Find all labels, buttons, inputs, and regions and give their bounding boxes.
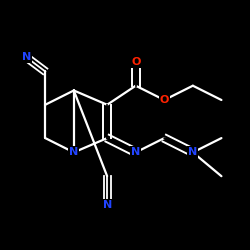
- Text: O: O: [131, 57, 140, 67]
- Text: N: N: [69, 148, 78, 158]
- Text: N: N: [188, 148, 198, 158]
- Text: O: O: [160, 95, 169, 105]
- Text: N: N: [22, 52, 31, 62]
- Text: N: N: [131, 148, 140, 158]
- Text: N: N: [102, 200, 112, 210]
